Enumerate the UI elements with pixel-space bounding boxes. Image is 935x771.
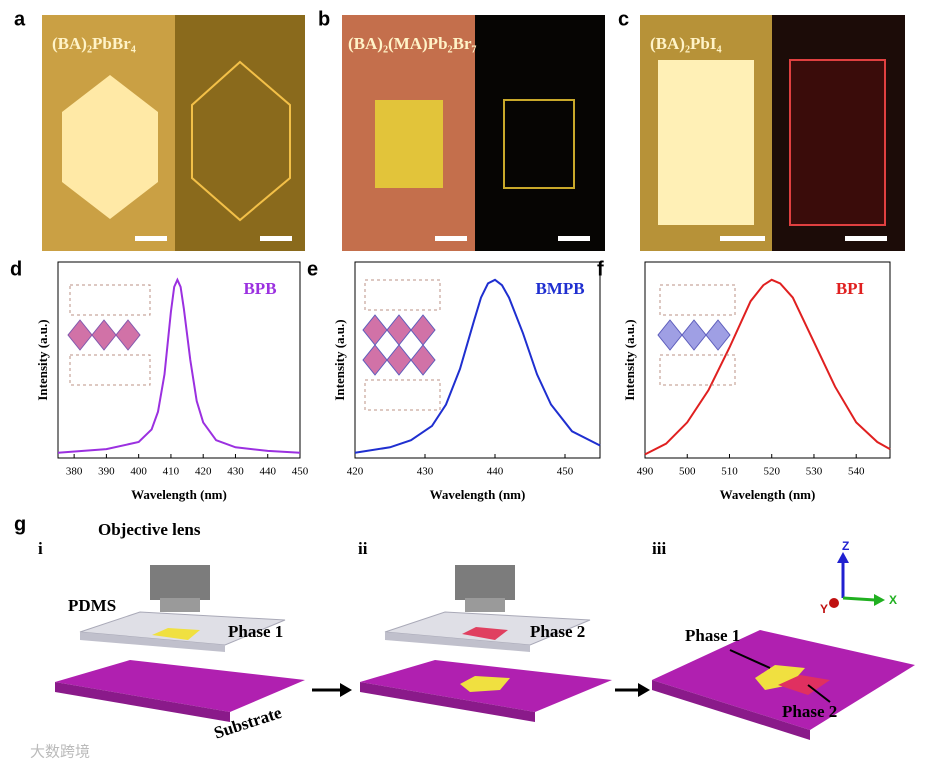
- pdms: [385, 632, 530, 652]
- objective-lens: [465, 598, 505, 612]
- x-tick-label: 420: [347, 466, 364, 478]
- flake: [462, 627, 508, 640]
- panel-title: (BA)₂PbI₄: [650, 34, 722, 53]
- phase-label: Phase 1: [228, 622, 283, 641]
- panel-letter: d: [10, 258, 22, 280]
- x-tick-label: 530: [806, 466, 823, 478]
- x-tick-label: 420: [195, 466, 212, 478]
- flake: [62, 75, 158, 219]
- axis-y: [829, 598, 839, 608]
- plot-frame: [57, 261, 301, 459]
- step-label: i: [38, 539, 43, 558]
- x-tick-label: 540: [848, 466, 865, 478]
- scale-bar: [558, 236, 590, 241]
- panel-letter: a: [14, 8, 26, 30]
- flake: [755, 665, 805, 690]
- axis-z: [837, 552, 849, 563]
- arrow: [340, 683, 352, 697]
- phase-label: Phase 1: [685, 626, 740, 645]
- panel-title: (BA)₂(MA)Pb₂Br₇: [348, 34, 477, 53]
- axis-label: X: [889, 593, 897, 607]
- x-axis-label: Wavelength (nm): [131, 487, 227, 502]
- x-tick-label: 450: [557, 466, 574, 478]
- axis-x: [842, 596, 876, 602]
- photo-pl: [475, 15, 605, 251]
- series-label: BPB: [243, 279, 276, 298]
- objective-label: Objective lens: [98, 520, 201, 539]
- structure-inset: [362, 279, 441, 411]
- scale-bar: [720, 236, 765, 241]
- axis-x: [874, 594, 885, 606]
- x-tick-label: 440: [259, 466, 276, 478]
- panel-letter: f: [597, 258, 604, 280]
- spectrum-line: [57, 277, 301, 454]
- x-tick-label: 440: [487, 466, 504, 478]
- pdms: [80, 632, 225, 652]
- scale-bar: [135, 236, 167, 241]
- spectrum-line: [354, 278, 601, 454]
- x-tick-label: 390: [98, 466, 115, 478]
- y-axis-label: Intensity (a.u.): [35, 319, 50, 400]
- panel-letter: g: [14, 513, 26, 535]
- objective-lens: [150, 565, 210, 600]
- x-tick-label: 450: [292, 466, 309, 478]
- flake: [152, 628, 200, 640]
- x-tick-label: 430: [227, 466, 244, 478]
- objective-lens: [455, 565, 515, 600]
- axis-label: Z: [842, 539, 849, 553]
- series-label: BMPB: [535, 279, 584, 298]
- panel-title: (BA)₂PbBr₄: [52, 34, 136, 53]
- phase-label: Phase 2: [782, 702, 837, 721]
- scale-bar: [845, 236, 887, 241]
- axis-label: Y: [820, 602, 828, 616]
- pdms-label: PDMS: [68, 596, 116, 615]
- x-tick-label: 500: [679, 466, 696, 478]
- step-label: iii: [652, 539, 666, 558]
- arrow: [638, 683, 650, 697]
- phase-label: Phase 2: [530, 622, 585, 641]
- plot-frame: [354, 261, 601, 459]
- photo-pl: [175, 15, 305, 251]
- substrate: [652, 680, 810, 740]
- panel-letter: c: [618, 8, 629, 30]
- flake-edge: [789, 59, 886, 226]
- flake: [658, 60, 754, 225]
- pointer: [807, 684, 831, 703]
- spectra: d 380 390 400 410 420 430 440 450 Wavelength (nm)…: [10, 258, 891, 502]
- structure-inset: [657, 284, 736, 386]
- substrate: [55, 660, 305, 712]
- panel-letter: b: [318, 8, 330, 30]
- step-label: ii: [358, 539, 368, 558]
- substrate: [360, 682, 535, 722]
- x-axis-label: Wavelength (nm): [720, 487, 816, 502]
- spectrum-line: [644, 278, 891, 456]
- series-label: BPI: [836, 279, 865, 298]
- substrate: [55, 682, 230, 722]
- x-tick-label: 400: [130, 466, 147, 478]
- x-tick-label: 380: [66, 466, 83, 478]
- x-tick-label: 430: [417, 466, 434, 478]
- flake-edge: [503, 99, 575, 189]
- x-tick-label: 520: [763, 466, 780, 478]
- flake: [460, 676, 510, 692]
- flake-edge: [191, 60, 291, 222]
- x-tick-label: 490: [637, 466, 654, 478]
- panel-letter: e: [307, 258, 318, 280]
- structure-inset: [67, 284, 151, 386]
- y-axis-label: Intensity (a.u.): [622, 319, 637, 400]
- flake: [778, 675, 830, 695]
- flake: [375, 100, 443, 188]
- watermark: 大数跨境: [30, 743, 90, 761]
- x-tick-label: 410: [163, 466, 180, 478]
- pointer: [729, 649, 771, 669]
- x-axis-label: Wavelength (nm): [430, 487, 526, 502]
- x-tick-label: 510: [721, 466, 738, 478]
- objective-lens: [160, 598, 200, 612]
- y-axis-label: Intensity (a.u.): [332, 319, 347, 400]
- plot-frame: [644, 261, 891, 459]
- scale-bar: [435, 236, 467, 241]
- scale-bar: [260, 236, 292, 241]
